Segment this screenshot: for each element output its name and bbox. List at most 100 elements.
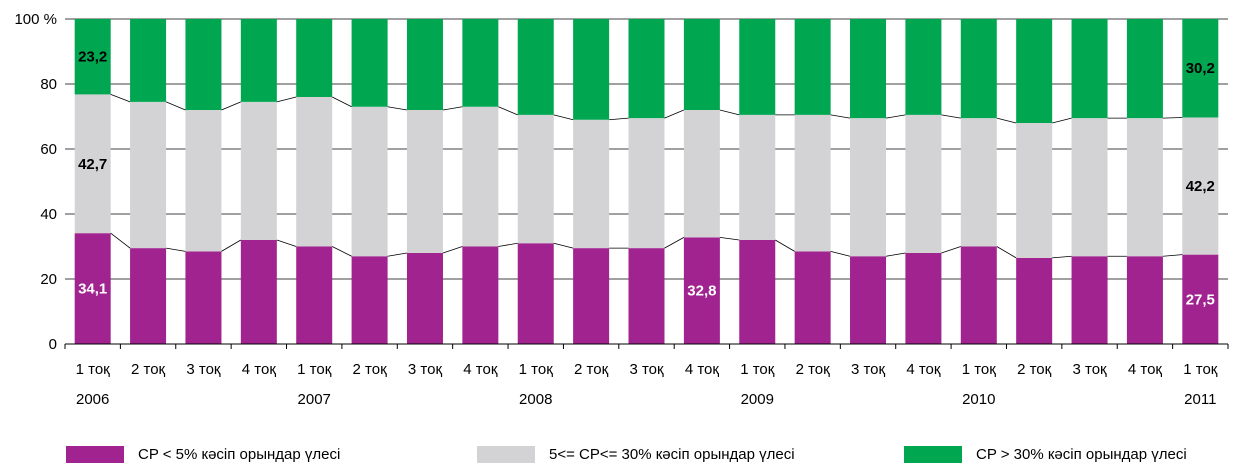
bar-segment xyxy=(683,19,720,110)
series-connector-line xyxy=(996,117,1017,124)
x-tick-label: 2 тоқ xyxy=(574,361,609,378)
y-tick-label: 100 % xyxy=(14,11,57,28)
x-tick-label: 2 тоқ xyxy=(131,361,166,378)
bar-segment xyxy=(185,19,222,110)
bar-segment xyxy=(1071,256,1108,344)
data-label: 23,2 xyxy=(78,49,107,66)
legend-label: CP > 30% кәсіп орындар үлесі xyxy=(976,446,1187,463)
x-year-label: 2009 xyxy=(741,391,774,408)
series-connector-line xyxy=(1052,255,1072,259)
legend-label: 5<= CP<= 30% кәсіп орындар үлесі xyxy=(549,446,795,463)
bar-segment xyxy=(517,19,554,115)
legend-swatch xyxy=(904,446,962,463)
bar-segment xyxy=(1182,254,1219,344)
bar-segment xyxy=(351,19,388,107)
x-tick-label: 1 тоқ xyxy=(962,361,997,378)
bar-segment xyxy=(130,101,167,249)
bar-segment xyxy=(683,237,720,344)
x-tick-label: 3 тоқ xyxy=(629,361,664,378)
series-connector-line xyxy=(165,101,186,111)
bar-segment xyxy=(406,110,443,253)
x-tick-label: 1 тоқ xyxy=(740,361,775,378)
series-connector-line xyxy=(830,250,851,257)
series-connector-line xyxy=(1162,254,1183,257)
series-connector-line xyxy=(387,106,408,111)
series-connector-line xyxy=(941,246,961,254)
x-year-label: 2008 xyxy=(519,391,552,408)
series-connector-line xyxy=(442,246,463,254)
x-tick-label: 3 тоқ xyxy=(1072,361,1107,378)
series-connector-line xyxy=(885,114,906,119)
bar-segment xyxy=(794,114,831,252)
series-connector-line xyxy=(332,96,352,108)
series-connector-line xyxy=(110,232,131,249)
bar-segment xyxy=(794,251,831,344)
y-tick-label: 20 xyxy=(40,271,57,288)
series-connector-line xyxy=(276,239,297,247)
series-connector-line xyxy=(775,239,795,252)
series-connector-line xyxy=(442,106,463,111)
series-connector-line xyxy=(719,109,740,116)
x-year-label: 2006 xyxy=(76,391,109,408)
bar-segment xyxy=(905,114,942,253)
x-tick-label: 2 тоқ xyxy=(796,361,831,378)
series-connector-line xyxy=(553,242,574,249)
bar-segment xyxy=(739,19,776,115)
series-connector-line xyxy=(664,237,685,249)
bar-segment xyxy=(185,110,222,252)
x-tick-label: 3 тоқ xyxy=(851,361,886,378)
bar-segment xyxy=(1071,118,1108,257)
data-label: 30,2 xyxy=(1186,60,1215,77)
bar-segment xyxy=(130,19,167,102)
bar-segment xyxy=(517,114,554,244)
bar-segment xyxy=(1182,117,1219,255)
bar-segment xyxy=(1126,19,1163,119)
x-year-label: 2011 xyxy=(1184,391,1216,408)
x-tick-label: 4 тоқ xyxy=(1128,361,1163,378)
series-connector-line xyxy=(498,242,518,247)
data-label: 27,5 xyxy=(1186,291,1215,308)
bar-segment xyxy=(1182,19,1219,118)
bar-segment xyxy=(850,118,887,257)
x-tick-label: 4 тоқ xyxy=(463,361,498,378)
series-connector-line xyxy=(276,96,297,103)
bar-segment xyxy=(573,19,610,120)
x-tick-label: 4 тоқ xyxy=(906,361,941,378)
bar-segment xyxy=(185,251,222,344)
legend-label: CP < 5% кәсіп орындар үлесі xyxy=(138,446,341,463)
bar-segment xyxy=(794,19,831,115)
x-tick-label: 1 тоқ xyxy=(519,361,554,378)
bar-segment xyxy=(628,248,665,344)
series-connector-line xyxy=(996,246,1017,259)
series-connector-line xyxy=(609,117,629,121)
bar-segment xyxy=(351,106,388,257)
series-connector-line xyxy=(166,247,186,252)
bar-segment xyxy=(296,246,333,344)
data-label: 34,1 xyxy=(78,281,107,298)
bar-segment xyxy=(739,114,776,240)
bar-segment xyxy=(462,246,499,344)
series-connector-line xyxy=(1162,117,1183,119)
series-connector-line xyxy=(221,101,241,111)
bar-segment xyxy=(850,19,887,119)
bar-segment xyxy=(1016,19,1053,123)
series-connector-line xyxy=(498,106,518,116)
x-tick-label: 3 тоқ xyxy=(186,361,221,378)
x-tick-label: 1 тоқ xyxy=(297,361,332,378)
bar-segment xyxy=(960,19,997,119)
series-connector-line xyxy=(1052,117,1072,124)
series-connector-line xyxy=(387,252,408,257)
legend-item-mid-share: 5<= CP<= 30% кәсіп орындар үлесі xyxy=(477,446,795,463)
y-tick-label: 60 xyxy=(40,141,57,158)
bar-segment xyxy=(628,19,665,119)
data-label: 42,7 xyxy=(78,156,107,173)
bar-segment xyxy=(1016,257,1053,344)
bar-segment xyxy=(960,246,997,344)
legend-swatch xyxy=(477,446,535,463)
data-label: 42,2 xyxy=(1186,178,1215,195)
bar-segment xyxy=(683,110,720,238)
legend-swatch xyxy=(66,446,124,463)
bar-segment xyxy=(573,248,610,344)
bar-segment xyxy=(240,19,277,102)
y-tick-label: 0 xyxy=(49,336,57,353)
